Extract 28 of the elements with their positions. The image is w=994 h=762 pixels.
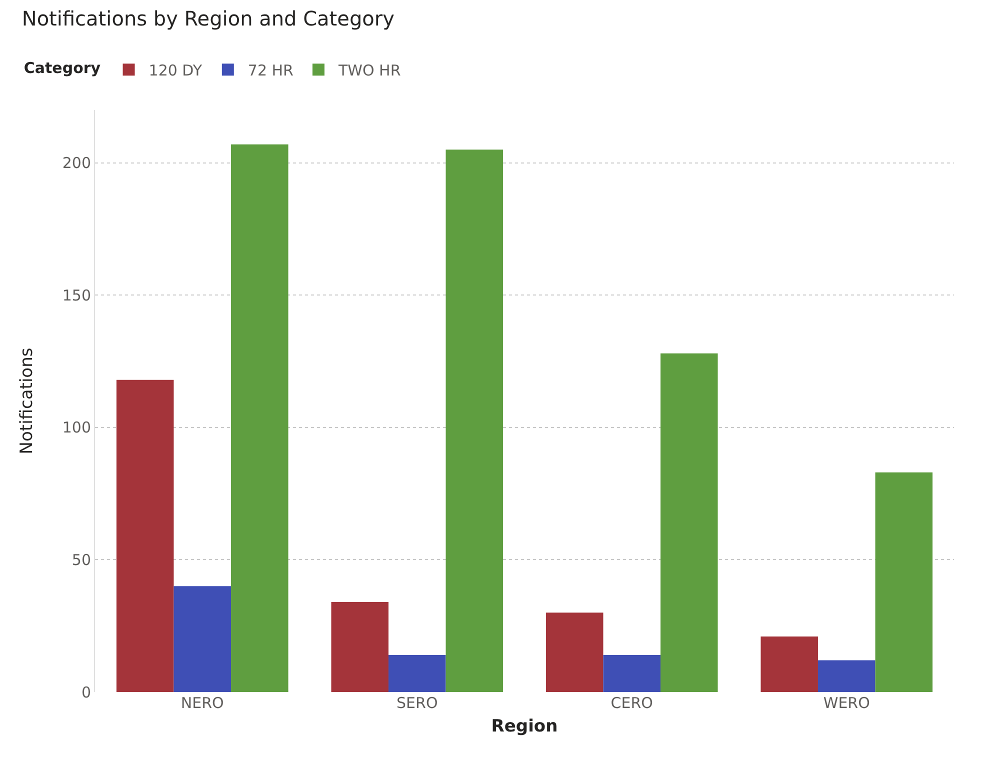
bar [760, 636, 818, 692]
y-tick-label: 150 [62, 286, 91, 304]
y-tick-label: 100 [62, 418, 91, 437]
y-tick-label: 0 [81, 683, 91, 702]
bar [660, 353, 718, 692]
bar [546, 612, 604, 692]
bar [231, 144, 288, 692]
x-tick-label: WERO [823, 694, 870, 712]
bar [818, 660, 876, 692]
bar [875, 472, 933, 692]
y-axis-title: Notifications [16, 348, 37, 454]
y-tick-label: 200 [62, 154, 91, 172]
x-tick-label: SERO [396, 694, 438, 712]
bar [603, 654, 661, 692]
bar [388, 654, 446, 692]
bar [446, 150, 504, 692]
legend-label: TWO HR [337, 61, 401, 80]
legend-label: 120 DY [148, 61, 203, 80]
chart-title: Notifications by Region and Category [22, 6, 395, 30]
legend-label: 72 HR [248, 61, 294, 80]
legend-title: Category [24, 58, 101, 77]
y-tick-label: 50 [72, 550, 91, 569]
x-tick-label: NERO [180, 694, 224, 712]
bar [174, 586, 232, 692]
bar [116, 380, 174, 692]
bar [331, 602, 388, 692]
x-axis-title: Region [491, 716, 558, 736]
x-tick-label: CERO [610, 694, 653, 712]
